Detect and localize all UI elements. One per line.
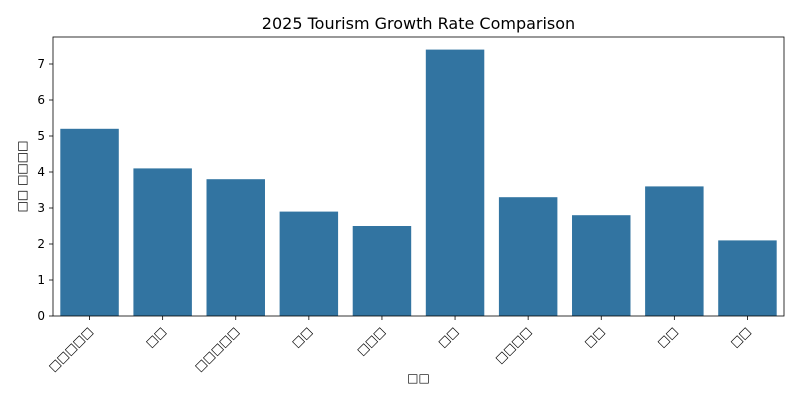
- bar-7: [572, 215, 631, 316]
- y-tick-label-2: 2: [37, 237, 45, 251]
- bar-4: [352, 226, 412, 316]
- y-axis-label: □□ □□□□: [15, 141, 29, 213]
- bar-9: [718, 240, 777, 316]
- x-tick-label-9: □□: [728, 324, 754, 350]
- bar-8: [645, 186, 704, 316]
- y-tick-label-1: 1: [37, 273, 45, 287]
- y-tick-label-3: 3: [37, 201, 45, 215]
- x-tick-label-5: □□: [435, 324, 461, 350]
- y-tick-label-4: 4: [37, 165, 45, 179]
- bars-layer: [60, 49, 777, 316]
- y-tick-label-6: 6: [37, 93, 45, 107]
- x-tick-label-4: □□□: [354, 324, 388, 358]
- y-tick-label-7: 7: [37, 57, 45, 71]
- y-axis: 0 1 2 3 4 5 6 7: [37, 57, 53, 323]
- x-tick-label-2: □□□□□: [192, 324, 242, 374]
- x-axis-label: □□: [407, 371, 430, 385]
- x-tick-label-6: □□□□: [492, 324, 534, 366]
- x-tick-label-1: □□: [143, 324, 169, 350]
- bar-2: [206, 179, 265, 316]
- bar-1: [133, 168, 192, 316]
- x-tick-label-7: □□: [581, 324, 607, 350]
- plot-frame: [52, 36, 785, 317]
- bar-0: [60, 128, 119, 316]
- y-tick-label-0: 0: [37, 309, 45, 323]
- chart-title: 2025 Tourism Growth Rate Comparison: [262, 14, 575, 33]
- x-axis: □□□□□ □□ □□□□□ □□ □□□ □□ □□□□ □□ □□ □□: [46, 316, 754, 374]
- x-tick-label-0: □□□□□: [46, 324, 96, 374]
- x-tick-label-8: □□: [655, 324, 681, 350]
- bar-6: [498, 197, 558, 316]
- x-tick-label-3: □□: [289, 324, 315, 350]
- bar-3: [279, 211, 339, 316]
- y-tick-label-5: 5: [37, 129, 45, 143]
- bar-5: [425, 49, 485, 316]
